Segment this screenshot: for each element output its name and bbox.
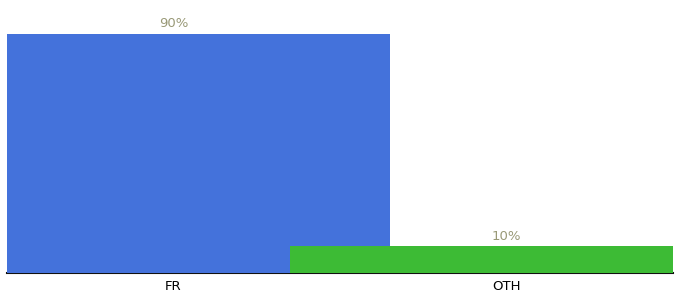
Bar [290,247,680,273]
Bar [0,34,390,273]
Text: 10%: 10% [492,230,522,242]
Text: 90%: 90% [159,16,188,30]
